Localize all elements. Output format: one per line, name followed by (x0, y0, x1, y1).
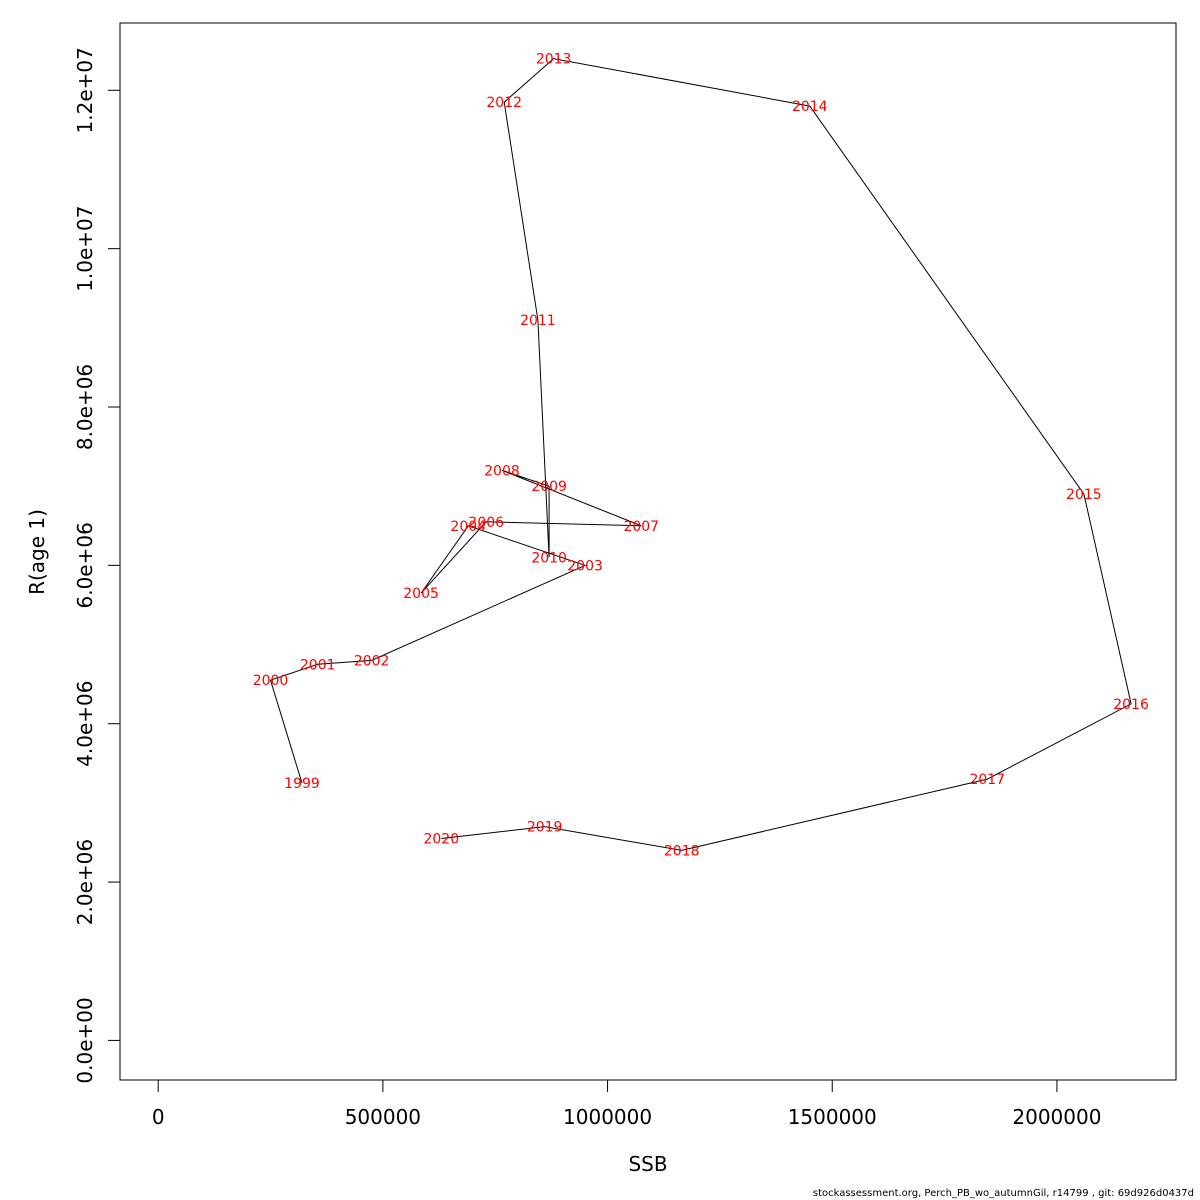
point-label-2004: 2004 (450, 519, 486, 535)
point-label-2008: 2008 (484, 463, 520, 479)
point-label-2015: 2015 (1066, 487, 1102, 503)
point-label-2016: 2016 (1113, 697, 1149, 713)
point-label-2014: 2014 (792, 99, 828, 115)
footer-credit: stockassessment.org, Perch_PB_wo_autumnG… (812, 1188, 1194, 1199)
x-axis-title: SSB (628, 1152, 667, 1176)
point-label-2012: 2012 (486, 95, 522, 111)
series-path-group (269, 58, 1132, 851)
point-label-2018: 2018 (664, 843, 700, 859)
point-label-2006: 2006 (468, 515, 504, 531)
point-label-2019: 2019 (527, 820, 563, 836)
point-label-2000: 2000 (253, 673, 289, 689)
point-label-2013: 2013 (536, 52, 572, 68)
y-tick-label: 0.0e+00 (73, 997, 97, 1083)
y-tick-label: 1.2e+07 (73, 47, 97, 133)
plot-frame (119, 22, 1177, 1081)
x-tick-label: 500000 (345, 1105, 421, 1129)
x-tick-label: 2000000 (1012, 1105, 1101, 1129)
point-label-1999: 1999 (284, 776, 320, 792)
point-labels: 1999 2000 2001 2002 2003 2004 2005 2006 2007 2008… (253, 52, 1149, 860)
point-label-2020: 2020 (423, 832, 459, 848)
point-label-2017: 2017 (969, 772, 1005, 788)
y-tick-label: 8.0e+06 (73, 364, 97, 450)
y-tick-label: 2.0e+06 (73, 839, 97, 925)
y-tick-label: 4.0e+06 (73, 681, 97, 767)
axes: 0 500000 1000000 1500000 2000000 0.0e+00 2.0e+… (73, 47, 1101, 1129)
x-tick-label: 0 (152, 1105, 165, 1129)
point-label-2009: 2009 (531, 479, 567, 495)
point-label-2002: 2002 (354, 653, 390, 669)
point-label-2010: 2010 (531, 550, 567, 566)
point-label-2003: 2003 (567, 558, 603, 574)
point-label-2001: 2001 (300, 657, 336, 673)
point-label-2007: 2007 (623, 519, 659, 535)
x-tick-label: 1500000 (788, 1105, 877, 1129)
y-tick-label: 1.0e+07 (73, 205, 97, 291)
y-tick-label: 6.0e+06 (73, 522, 97, 608)
x-tick-label: 1000000 (563, 1105, 652, 1129)
y-axis-title: R(age 1) (25, 509, 49, 595)
point-label-2005: 2005 (403, 586, 439, 602)
series-line (269, 58, 1132, 851)
point-label-2011: 2011 (520, 313, 556, 329)
